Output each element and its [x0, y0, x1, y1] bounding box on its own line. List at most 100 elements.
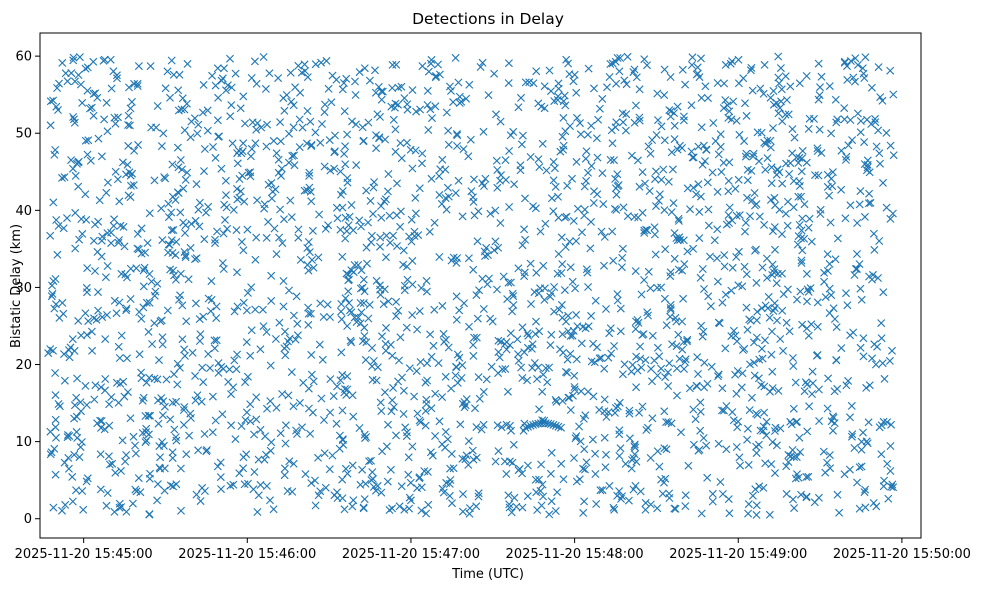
detection-point [51, 369, 60, 377]
detection-point [428, 451, 437, 460]
detection-point [732, 443, 741, 451]
detection-point [655, 352, 664, 361]
detection-point [772, 441, 781, 450]
detection-point [181, 251, 190, 260]
detection-point [550, 164, 559, 173]
detection-point [630, 118, 639, 127]
detection-point [307, 140, 316, 149]
detection-point [239, 92, 248, 101]
detection-point [759, 426, 768, 435]
detection-point [798, 146, 807, 155]
detection-point [81, 64, 90, 73]
detection-point [200, 167, 208, 176]
detection-point [277, 164, 286, 173]
detection-point [494, 336, 503, 345]
detection-point [725, 203, 734, 212]
detection-point [721, 344, 730, 353]
detection-point [239, 298, 248, 307]
detection-point [492, 156, 501, 165]
detection-point [861, 53, 870, 62]
detection-point [664, 382, 673, 390]
detection-point [665, 359, 674, 368]
detection-point [221, 215, 229, 224]
detection-point [595, 405, 604, 414]
detection-point [724, 211, 733, 220]
detection-point [551, 182, 560, 191]
detection-point [823, 404, 832, 413]
detection-point [722, 445, 731, 454]
detection-point [411, 146, 420, 155]
detection-point [605, 73, 614, 81]
detection-point [343, 322, 352, 330]
detection-point [72, 412, 81, 421]
detection-point [734, 247, 743, 256]
detection-point [660, 65, 669, 74]
detection-point [657, 175, 666, 184]
detection-point [693, 63, 702, 72]
detection-point [294, 225, 303, 234]
detection-point [82, 283, 91, 292]
detection-point [169, 226, 178, 234]
detection-point [252, 125, 261, 134]
detection-point [666, 268, 675, 277]
detection-point [112, 378, 121, 387]
detection-point [446, 464, 455, 473]
detection-point [444, 343, 453, 352]
detection-point [566, 263, 575, 272]
detection-point [782, 489, 791, 498]
detection-point [549, 176, 558, 185]
detection-point [381, 346, 390, 355]
x-axis-label: Time (UTC) [451, 567, 524, 582]
detection-point [744, 460, 753, 469]
detection-point [491, 457, 500, 466]
detection-point [175, 295, 183, 304]
detection-point [770, 265, 779, 274]
detection-point [631, 325, 640, 333]
detection-point [782, 462, 791, 471]
detection-point [276, 137, 285, 146]
detection-point [449, 98, 458, 107]
detection-point [768, 367, 777, 376]
detection-point [309, 377, 318, 386]
detection-point [886, 214, 895, 223]
detection-point [213, 462, 222, 471]
detection-point [845, 465, 854, 474]
detection-point [803, 285, 812, 294]
detection-point [802, 269, 811, 278]
detection-point [523, 461, 532, 470]
detection-point [694, 446, 703, 455]
detection-point [794, 192, 803, 201]
detection-point [578, 228, 586, 237]
detection-point [179, 420, 188, 429]
detection-point [502, 345, 511, 354]
detection-point [220, 64, 228, 73]
detection-point [786, 82, 795, 91]
detection-point [573, 113, 581, 122]
detection-point [888, 480, 897, 489]
detection-point [214, 93, 223, 102]
detection-point [490, 69, 499, 78]
detection-point [501, 156, 510, 165]
detection-point [454, 176, 463, 185]
detection-point [339, 440, 348, 449]
detection-point [329, 392, 338, 401]
detection-point [611, 174, 620, 183]
detection-point [534, 155, 543, 164]
detection-point [175, 363, 184, 372]
detection-point [612, 190, 621, 199]
detection-point [540, 104, 549, 113]
detection-point [523, 329, 532, 338]
detection-point [246, 351, 255, 360]
detection-point [652, 202, 660, 211]
detection-point [214, 359, 223, 368]
detection-point [400, 94, 409, 103]
detection-point [343, 130, 352, 139]
detection-point [405, 364, 414, 373]
detection-point [229, 383, 238, 392]
detection-point [417, 284, 426, 292]
detection-point [305, 248, 314, 257]
detection-point [731, 370, 740, 379]
detection-point [505, 203, 514, 211]
detection-point [48, 281, 56, 290]
detection-point [386, 340, 395, 349]
